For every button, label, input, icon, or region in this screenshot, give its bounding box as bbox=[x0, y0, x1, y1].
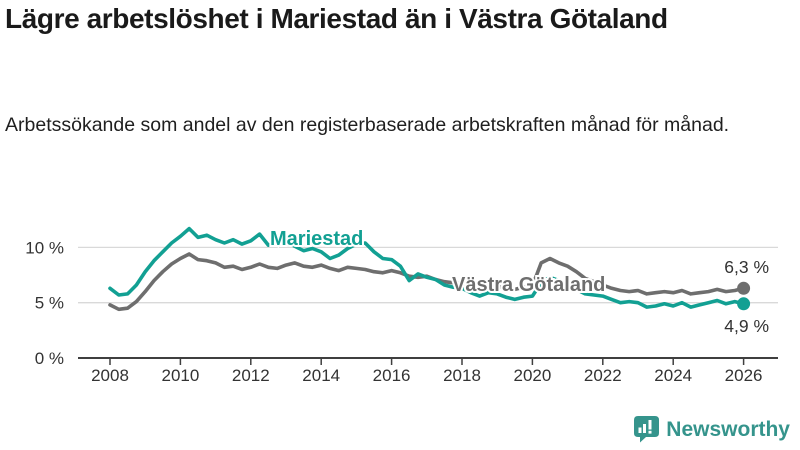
unemployment-line-chart: 2008 2010 2012 2014 2016 2018 2020 2022 2024 2026… bbox=[25, 226, 778, 385]
series-endpoint-0 bbox=[737, 297, 751, 311]
x-tick-label-2014: 2014 bbox=[302, 366, 340, 385]
series-label-1: Västra Götaland bbox=[452, 274, 605, 296]
x-tick-label-2022: 2022 bbox=[584, 366, 622, 385]
x-tick-label-2018: 2018 bbox=[443, 366, 481, 385]
series-line-1 bbox=[108, 252, 746, 312]
series-end-value-0: 4,9 % bbox=[724, 316, 769, 336]
series-endpoint-1 bbox=[737, 281, 751, 295]
x-tick-label-2016: 2016 bbox=[373, 366, 411, 385]
x-tick-label-2012: 2012 bbox=[232, 366, 270, 385]
y-tick-label-0: 0 % bbox=[35, 349, 64, 368]
series-line-0 bbox=[108, 226, 746, 309]
page-title: Lägre arbetslöshet i Mariestad än i Väst… bbox=[5, 3, 668, 34]
chart-subtitle: Arbetssökande som andel av den registerb… bbox=[5, 114, 730, 136]
y-tick-label-10: 10 % bbox=[25, 238, 64, 257]
x-tick-label-2026: 2026 bbox=[725, 366, 763, 385]
x-tick-label-2024: 2024 bbox=[654, 366, 692, 385]
x-tick-label-2008: 2008 bbox=[91, 366, 129, 385]
newsworthy-logo-icon bbox=[634, 416, 660, 443]
newsworthy-brand: Newsworthy bbox=[634, 416, 790, 443]
series-label-0: Mariestad bbox=[270, 228, 363, 250]
x-tick-label-2020: 2020 bbox=[513, 366, 551, 385]
x-tick-label-2010: 2010 bbox=[161, 366, 199, 385]
brand-wordmark: Newsworthy bbox=[666, 417, 790, 441]
series-end-value-1: 6,3 % bbox=[724, 257, 769, 277]
y-tick-label-5: 5 % bbox=[35, 294, 64, 313]
